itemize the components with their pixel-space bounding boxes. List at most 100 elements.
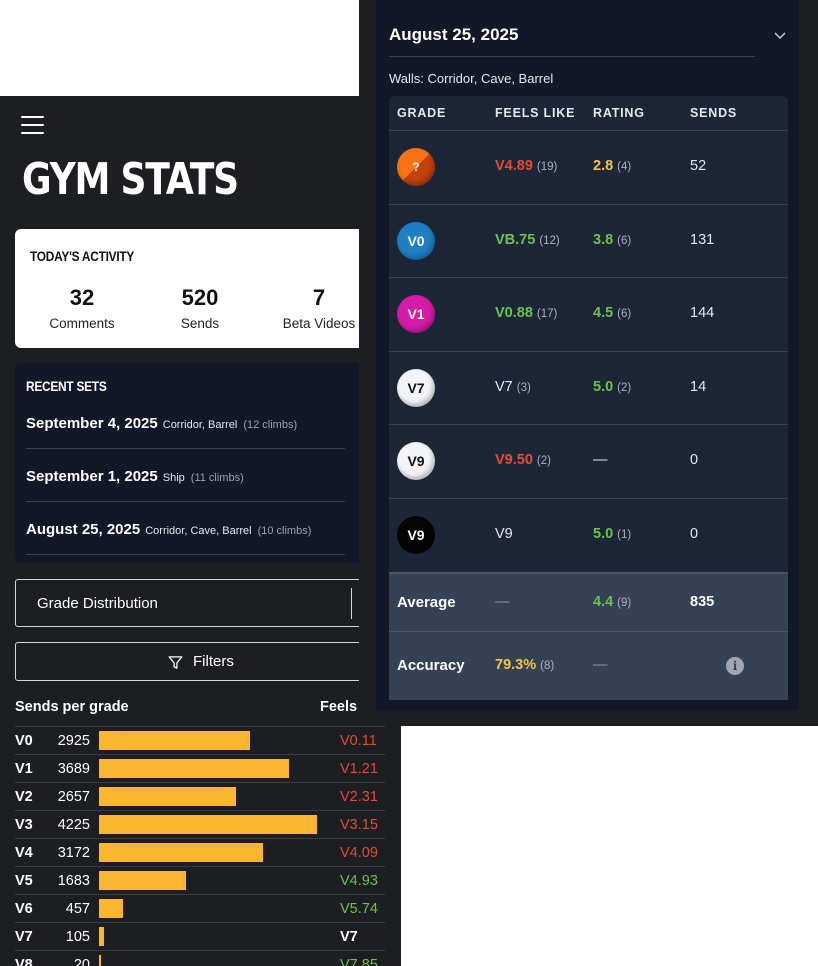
feels-grade: V2.31: [340, 789, 378, 805]
feels-like-value: VB.75: [495, 231, 536, 248]
feels-like-value: V0.88: [495, 305, 533, 322]
set-detail-card: August 25, 2025 Walls: Corridor, Cave, B…: [376, 0, 799, 710]
card-title: RECENT SETS: [26, 378, 107, 394]
feels-like-cell: V0.88 (17): [495, 305, 557, 321]
hamburger-menu-icon[interactable]: [21, 116, 44, 134]
feels-grade: V5.74: [340, 901, 378, 917]
stat-beta-videos[interactable]: 7 Beta Videos: [264, 285, 374, 331]
accuracy-label: Accuracy: [397, 657, 465, 674]
date-underline: [389, 56, 755, 57]
sends-grade-row[interactable]: V2 2657 V2.31: [15, 782, 385, 810]
rating-cell: —: [593, 452, 612, 468]
grade-badge[interactable]: V1: [397, 295, 435, 334]
col-header-sends[interactable]: SENDS: [690, 106, 738, 120]
grade-row[interactable]: V0 VB.75 (12) 3.8 (6) 131: [389, 203, 788, 277]
grade-label: V8: [15, 957, 33, 966]
feels-grade: V1.21: [340, 761, 378, 777]
rating-cell: 2.8 (4): [593, 158, 631, 174]
col-header-rating[interactable]: RATING: [593, 106, 645, 120]
grade-label: V1: [15, 761, 33, 777]
stat-comments[interactable]: 32 Comments: [27, 285, 137, 331]
grade-badge[interactable]: V0: [397, 221, 435, 260]
sends-grade-row[interactable]: V1 3689 V1.21: [15, 754, 385, 782]
feels-heading: Feels: [320, 699, 358, 715]
send-count: 2657: [57, 789, 90, 805]
grade-row[interactable]: ? V4.89 (19) 2.8 (4) 52: [389, 130, 788, 203]
sends-grade-row[interactable]: V3 4225 V3.15: [15, 810, 385, 838]
grade-row[interactable]: V7 V7 (3) 5.0 (2) 14: [389, 350, 788, 424]
grade-row[interactable]: V1 V0.88 (17) 4.5 (6) 144: [389, 277, 788, 350]
col-header-feels-like[interactable]: FEELS LIKE: [495, 106, 576, 120]
sends-bar: [99, 731, 250, 750]
sends-grade-row[interactable]: V4 3172 V4.09: [15, 838, 385, 866]
send-count: 3172: [57, 845, 90, 861]
stat-label: Sends: [180, 316, 220, 331]
grade-table: GRADE FEELS LIKE RATING SENDS ? V4.89 (19)…: [389, 96, 788, 700]
set-climb-count: (12 climbs): [243, 419, 298, 431]
rating-cell: 5.0 (1): [593, 526, 631, 542]
average-rating-value: 4.4: [593, 594, 614, 610]
grade-badge[interactable]: V7: [397, 368, 435, 407]
feels-like-count: (19): [536, 161, 558, 173]
average-sends: 835: [690, 594, 715, 610]
recent-set-row[interactable]: September 1, 2025 Ship (11 climbs): [26, 468, 345, 502]
sends-bar: [99, 759, 290, 778]
sends-cell: 52: [690, 158, 707, 174]
grade-badge[interactable]: V9: [397, 442, 435, 481]
send-count: 3689: [57, 761, 90, 777]
sends-bar: [99, 843, 263, 862]
feels-grade: V3.15: [340, 817, 378, 833]
grade-label: V7: [15, 929, 33, 945]
sends-grade-row[interactable]: V5 1683 V4.93: [15, 866, 385, 894]
set-date: August 25, 2025: [26, 521, 141, 538]
feels-like-value: V7: [495, 378, 513, 395]
col-header-grade[interactable]: GRADE: [397, 106, 447, 120]
recent-set-row[interactable]: September 4, 2025 Corridor, Barrel (12 cli…: [26, 415, 345, 449]
rating-value: 5.0: [593, 526, 614, 542]
select-divider: [351, 588, 352, 619]
accuracy-rating: —: [593, 657, 608, 673]
sends-bar: [99, 871, 186, 890]
recent-set-row[interactable]: August 25, 2025 Corridor, Cave, Barrel (10…: [26, 521, 345, 555]
filters-button[interactable]: Filters: [15, 642, 375, 681]
average-rating: 4.4 (9): [593, 594, 631, 610]
sends-grade-row[interactable]: V7 105 V7: [15, 922, 385, 950]
feels-like-cell: V4.89 (19): [495, 158, 557, 174]
info-icon[interactable]: i: [726, 657, 744, 675]
feels-grade: V4.09: [340, 845, 378, 861]
grade-label: V6: [15, 901, 33, 917]
feels-grade: V4.93: [340, 873, 378, 889]
set-walls: Ship: [162, 472, 185, 484]
sends-grade-row[interactable]: V8 20 V7.85: [15, 950, 385, 966]
rating-count: (6): [617, 234, 632, 247]
grade-row[interactable]: V9 V9 5.0 (1) 0: [389, 498, 788, 571]
card-title: TODAY'S ACTIVITY: [30, 248, 135, 264]
rating-count: (4): [617, 161, 632, 173]
feels-like-cell: VB.75 (12): [495, 232, 560, 248]
recent-sets-card: RECENT SETS September 4, 2025 Corridor, B…: [15, 363, 375, 563]
sends-grade-row[interactable]: V6 457 V5.74: [15, 894, 385, 922]
stat-value: 7: [312, 285, 326, 310]
feels-like-cell: V9.50 (2): [495, 452, 551, 468]
grade-badge[interactable]: ?: [397, 148, 435, 186]
accuracy-count: (8): [540, 660, 555, 672]
feels-like-value: V4.89: [495, 158, 533, 174]
set-date-title[interactable]: August 25, 2025: [389, 25, 519, 44]
send-count: 4225: [57, 817, 90, 833]
sends-bar: [99, 927, 105, 946]
set-climb-count: (11 climbs): [190, 472, 244, 484]
set-date: September 4, 2025: [26, 415, 158, 432]
feels-like-count: (3): [516, 381, 531, 394]
sends-grade-row[interactable]: V0 2925 V0.11: [15, 726, 385, 754]
grade-distribution-select[interactable]: Grade Distribution: [15, 579, 375, 627]
send-count: 2925: [57, 733, 90, 749]
feels-like-cell: V9: [495, 526, 517, 542]
rating-value: 4.5: [593, 305, 614, 322]
chevron-down-icon[interactable]: [773, 28, 787, 42]
stat-value: 32: [69, 285, 95, 310]
average-feels: —: [495, 594, 510, 610]
grade-row[interactable]: V9 V9.50 (2) — 0: [389, 424, 788, 497]
grade-badge[interactable]: V9: [397, 516, 435, 554]
send-count: 1683: [57, 873, 90, 889]
stat-sends[interactable]: 520 Sends: [145, 285, 255, 331]
